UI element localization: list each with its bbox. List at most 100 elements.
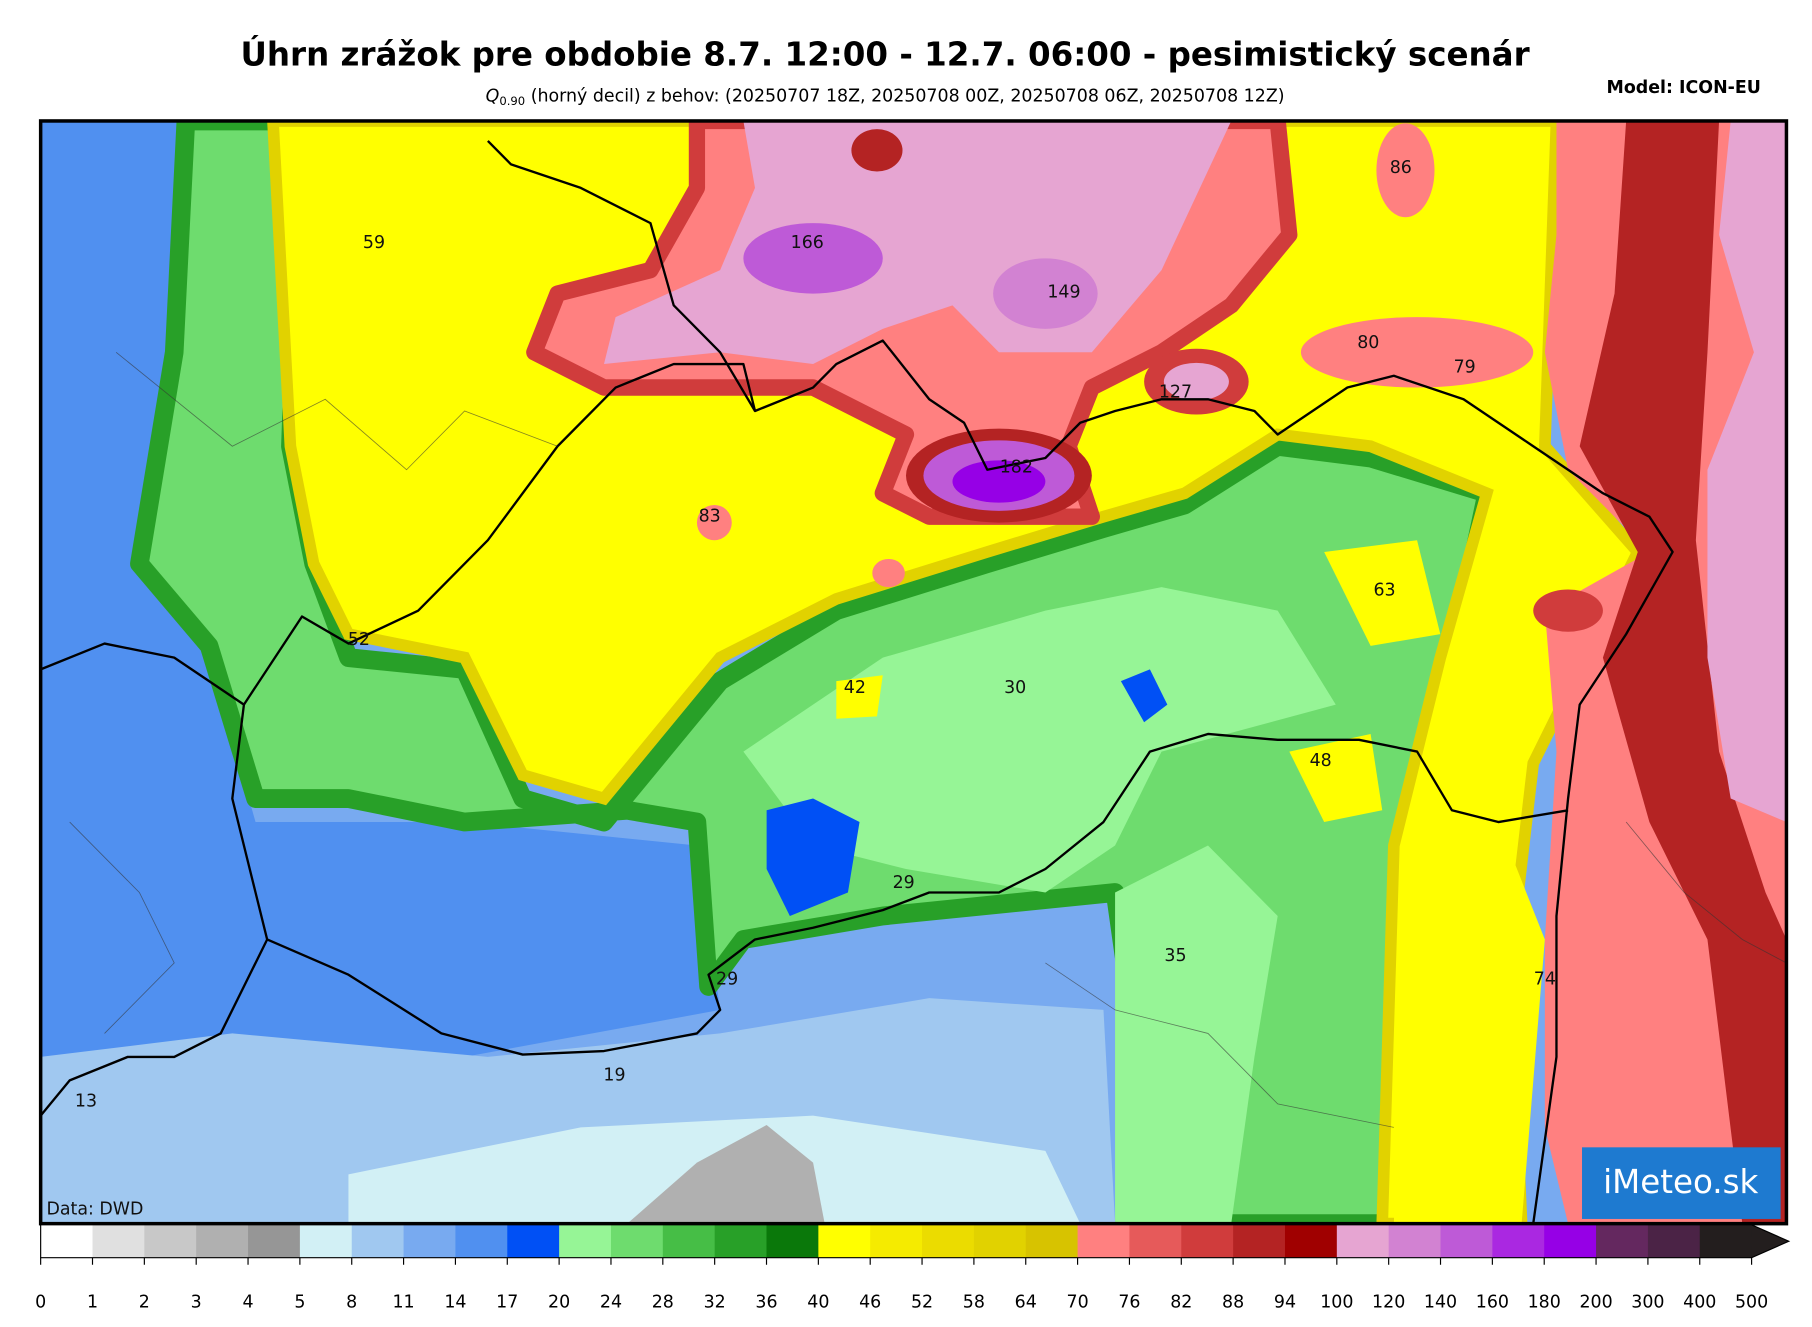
colorbar-tick-label: 180 [1528, 1292, 1561, 1312]
map-value-label: 30 [1004, 678, 1026, 698]
model-label: Model: ICON-EU [1607, 78, 1761, 98]
map-value-label: 127 [1159, 382, 1192, 402]
colorbar-tick-label: 3 [191, 1292, 202, 1312]
colorbar-bin [248, 1224, 301, 1258]
colorbar-bin [818, 1224, 871, 1258]
map-value-label: 79 [1454, 358, 1476, 378]
colorbar-tick-label: 52 [911, 1292, 933, 1312]
colorbar-tick-label: 500 [1735, 1292, 1768, 1312]
colorbar-bin [144, 1224, 197, 1258]
colorbar-tick-label: 160 [1476, 1292, 1509, 1312]
colorbar-bin [1336, 1224, 1390, 1258]
colorbar-bin [1129, 1224, 1182, 1258]
map-value-label: 29 [716, 969, 738, 989]
colorbar-tick-label: 4 [243, 1292, 254, 1312]
subtitle: Q0.90 (horný decil) z behov: (20250707 1… [486, 86, 1285, 107]
data-source: Data: DWD [46, 1200, 143, 1220]
colorbar-bin [1596, 1224, 1649, 1258]
colorbar-bin [507, 1224, 560, 1258]
colorbar-bin [870, 1224, 923, 1258]
colorbar-tick-label: 64 [1015, 1292, 1037, 1312]
colorbar-bin [1544, 1224, 1597, 1258]
map-frame [38, 119, 1789, 1226]
map-value-label: 149 [1047, 282, 1080, 302]
colorbar-tick-label: 17 [496, 1292, 518, 1312]
colorbar-bin [455, 1224, 508, 1258]
colorbar-bin [1647, 1224, 1701, 1258]
colorbar-bin [1025, 1224, 1079, 1258]
colorbar-tick-label: 2 [139, 1292, 150, 1312]
map-value-label: 35 [1164, 946, 1186, 966]
logo-box [1582, 1147, 1781, 1219]
map-value-label: 29 [893, 873, 915, 893]
colorbar-tick-label: 36 [755, 1292, 777, 1312]
map-value-label: 166 [791, 233, 824, 253]
colorbar-bin [351, 1224, 405, 1258]
subtitle-text: (horný decil) z behov: (20250707 18Z, 20… [525, 86, 1284, 106]
colorbar-bin [662, 1224, 716, 1258]
colorbar-tick-label: 40 [807, 1292, 829, 1312]
map-labels: 59 166 149 86 80 79 127 182 83 63 52 42 30 48 29 35 74 29… [75, 158, 1556, 1112]
colorbar-bin [610, 1224, 664, 1258]
colorbar-tick-label: 28 [652, 1292, 674, 1312]
colorbar-bin [1077, 1224, 1131, 1258]
map-value-label: 63 [1373, 581, 1395, 601]
colorbar-tick-label: 76 [1118, 1292, 1140, 1312]
colorbar-bin [1388, 1224, 1442, 1258]
colorbar-bin [40, 1224, 94, 1258]
map-value-label: 182 [1000, 457, 1033, 477]
colorbar-bin [1699, 1224, 1753, 1258]
colorbar-bin [714, 1224, 768, 1258]
colorbar-tick-label: 32 [704, 1292, 726, 1312]
map-value-label: 19 [603, 1066, 625, 1086]
colorbar-tick-label: 11 [393, 1292, 415, 1312]
colorbar-tick-label: 5 [294, 1292, 305, 1312]
map-value-label: 83 [699, 507, 721, 527]
colorbar-tick-label: 70 [1067, 1292, 1089, 1312]
colorbar-tick-label: 1 [87, 1292, 98, 1312]
colorbar-bin [299, 1224, 353, 1258]
colorbar-tick-label: 58 [963, 1292, 985, 1312]
colorbar-tick-label: 82 [1170, 1292, 1192, 1312]
colorbar-bin [403, 1224, 457, 1258]
map-value-label: 59 [363, 233, 385, 253]
colorbar-bin [92, 1224, 145, 1258]
colorbar-bin [922, 1224, 975, 1258]
colorbar-tick-label: 14 [444, 1292, 466, 1312]
colorbar-extend [1751, 1224, 1789, 1258]
subtitle-subscript: 0.90 [499, 93, 525, 107]
map-value-label: 48 [1310, 751, 1332, 771]
colorbar-bin [1440, 1224, 1493, 1258]
colorbar-tick-label: 94 [1274, 1292, 1296, 1312]
colorbar-bin [1492, 1224, 1545, 1258]
colorbar-tick-label: 46 [859, 1292, 881, 1312]
colorbar-bin [196, 1224, 249, 1258]
colorbar-tick-label: 200 [1579, 1292, 1612, 1312]
colorbar-bin [766, 1224, 819, 1258]
colorbar-bin [973, 1224, 1027, 1258]
colorbar-tick-label: 140 [1424, 1292, 1457, 1312]
map-value-label: 80 [1357, 333, 1379, 353]
subtitle-symbol: Q [486, 86, 500, 106]
title: Úhrn zrážok pre obdobie 8.7. 12:00 - 12.… [241, 34, 1531, 73]
colorbar-outline [40, 1224, 1791, 1259]
colorbar-tick-label: 400 [1683, 1292, 1716, 1312]
colorbar-bin [559, 1224, 612, 1258]
colorbar-bin [1181, 1224, 1234, 1258]
colorbar-tick-label: 20 [548, 1292, 570, 1312]
colorbar-tick-label: 120 [1372, 1292, 1405, 1312]
colorbar-tick-label: 88 [1222, 1292, 1244, 1312]
precip-field: iMeteo.sk Data: DWD [40, 120, 1787, 1224]
colorbar-tick-label: 8 [346, 1292, 357, 1312]
colorbar-tick-label: 100 [1320, 1292, 1353, 1312]
colorbar-bin [1284, 1224, 1338, 1258]
colorbar-tick-label: 24 [600, 1292, 622, 1312]
colorbar-tick-label: 300 [1631, 1292, 1664, 1312]
colorbar-bin [1233, 1224, 1286, 1258]
map-value-label: 52 [348, 630, 370, 650]
map-value-label: 86 [1390, 158, 1412, 178]
logo: iMeteo.sk [1603, 1163, 1758, 1201]
map-value-label: 42 [844, 678, 866, 698]
